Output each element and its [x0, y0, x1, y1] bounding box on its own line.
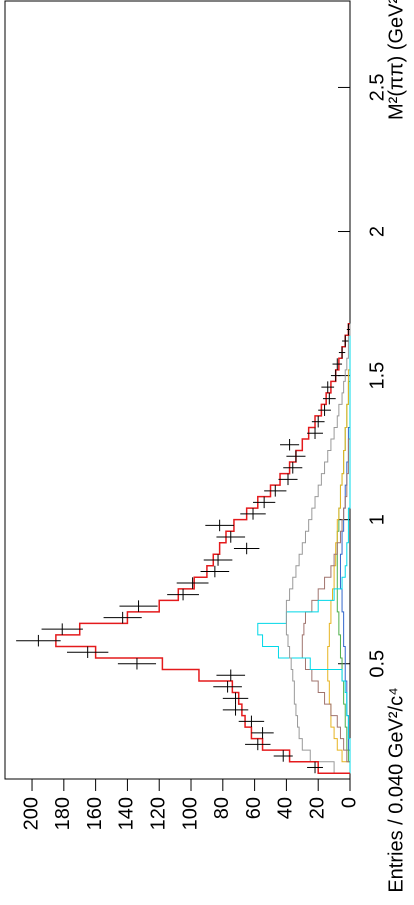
x-axis-title: M²(ππ) (GeV²/c⁴)	[385, 0, 407, 120]
x-tick-label: 0.5	[366, 650, 388, 678]
y-tick-label: 160	[84, 797, 106, 830]
y-tick-label: 180	[52, 797, 74, 830]
x-tick-label: 2	[366, 226, 388, 237]
histogram-line	[55, 322, 350, 774]
y-tick-label: 80	[211, 797, 233, 819]
y-tick-label: 200	[20, 797, 42, 830]
y-axis-title: Entries / 0.040 GeV²/c⁴	[385, 687, 407, 892]
y-tick-label: 120	[147, 797, 169, 830]
x-tick-label: 2.5	[366, 74, 388, 102]
x-tick-label: 1.5	[366, 362, 388, 390]
histogram-line	[257, 323, 351, 774]
plot-frame	[4, 0, 351, 780]
x-tick-label: 1	[366, 514, 388, 525]
y-tick-label: 0	[338, 797, 360, 808]
y-tick-label: 140	[116, 797, 138, 830]
y-tick-label: 20	[306, 797, 328, 819]
y-tick-label: 100	[179, 797, 201, 830]
y-tick-label: 40	[275, 797, 297, 819]
histogram-line	[285, 323, 351, 774]
y-tick-label: 60	[243, 797, 265, 819]
histogram-line	[301, 323, 351, 774]
